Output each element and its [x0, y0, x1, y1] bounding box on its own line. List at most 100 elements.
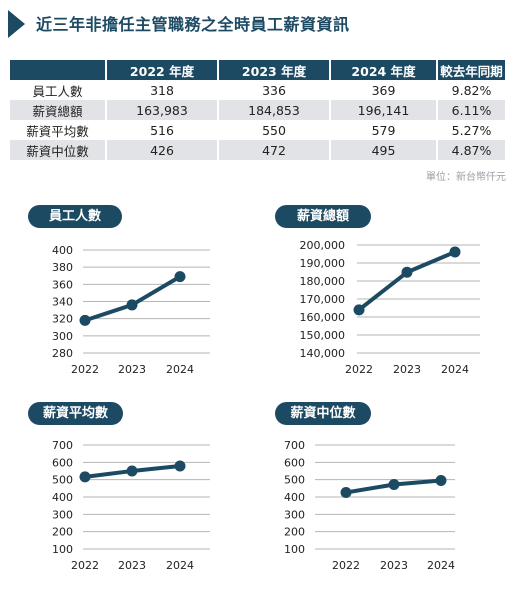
x-tick-label: 2023 — [118, 363, 146, 376]
unit-note: 單位：新台幣仟元 — [426, 172, 506, 183]
column-header: 2023 年度 — [218, 60, 331, 80]
y-tick-label: 340 — [52, 296, 73, 309]
y-tick-label: 700 — [284, 439, 305, 452]
y-tick-label: 100 — [284, 543, 305, 556]
table-cell: 495 — [330, 140, 438, 160]
y-tick-label: 200 — [284, 526, 305, 539]
column-header: 較去年同期 — [437, 60, 505, 80]
data-point — [388, 479, 400, 491]
y-tick-label: 300 — [52, 330, 73, 343]
y-tick-label: 160,000 — [300, 311, 346, 324]
table-cell: 6.11% — [437, 100, 505, 120]
x-tick-label: 2024 — [427, 559, 455, 572]
row-label: 員工人數 — [10, 80, 107, 100]
row-label: 薪資平均數 — [10, 120, 107, 140]
data-point — [340, 486, 352, 498]
table-cell: 369 — [330, 80, 438, 100]
x-tick-label: 2022 — [332, 559, 360, 572]
table-cell: 550 — [218, 120, 331, 140]
table-cell: 5.27% — [451, 122, 492, 138]
row-label: 薪資總額 — [10, 100, 107, 120]
y-tick-label: 400 — [52, 244, 73, 257]
data-point — [401, 266, 413, 278]
page-header: 近三年非擔任主管職務之全時員工薪資資訊 — [8, 8, 508, 44]
y-tick-label: 300 — [52, 508, 73, 521]
chart-salary-median: 薪資中位數 100 200 300 400 500 600 700 2022 2023 2024 — [275, 402, 505, 582]
y-tick-label: 100 — [52, 543, 73, 556]
y-tick-label: 600 — [52, 456, 73, 469]
x-tick-label: 2024 — [441, 363, 469, 376]
x-tick-label: 2023 — [118, 559, 146, 572]
salary-summary-table: 2022 年度 2023 年度 2024 年度 較去年同期 員工人數 318 3… — [10, 60, 505, 160]
line-chart: 280 300 320 340 360 380 400 2022 2023 2024 — [52, 244, 210, 376]
table-cell: 579 — [330, 120, 438, 140]
chart-title: 薪資總額 — [275, 205, 371, 228]
y-tick-label: 320 — [52, 313, 73, 326]
table-cell: 184,853 — [218, 100, 331, 120]
x-tick-label: 2022 — [71, 363, 99, 376]
y-tick-label: 300 — [284, 508, 305, 521]
table-cell: 196,141 — [330, 100, 438, 120]
y-tick-label: 200,000 — [300, 239, 346, 252]
chart-employee-count: 員工人數 280 300 320 340 360 380 400 2022 2023 2024 — [28, 205, 258, 385]
chart-title: 薪資平均數 — [28, 402, 123, 425]
column-header — [10, 60, 107, 80]
y-tick-label: 360 — [52, 278, 73, 291]
y-tick-label: 280 — [52, 347, 73, 360]
y-tick-label: 600 — [284, 456, 305, 469]
y-tick-label: 180,000 — [300, 275, 346, 288]
column-header: 2024 年度 — [330, 60, 438, 80]
chart-title: 薪資中位數 — [275, 402, 371, 425]
table-cell: 516 — [106, 120, 219, 140]
table-cell: 426 — [106, 140, 219, 160]
column-header: 2022 年度 — [106, 60, 219, 80]
x-tick-label: 2023 — [393, 363, 421, 376]
table-cell: 336 — [218, 80, 331, 100]
y-tick-label: 200 — [52, 526, 73, 539]
x-tick-label: 2023 — [380, 559, 408, 572]
x-tick-label: 2022 — [71, 559, 99, 572]
y-tick-label: 140,000 — [300, 347, 346, 360]
y-tick-label: 150,000 — [300, 329, 346, 342]
table-row: 薪資總額 163,983 184,853 196,141 6.11% — [10, 100, 505, 120]
y-tick-label: 190,000 — [300, 257, 346, 270]
table-cell: 318 — [106, 80, 219, 100]
row-label: 薪資中位數 — [10, 140, 107, 160]
page-title: 近三年非擔任主管職務之全時員工薪資資訊 — [36, 15, 350, 34]
table-cell: 4.87% — [437, 140, 505, 160]
data-point — [449, 246, 461, 258]
table-cell: 9.82% — [451, 82, 492, 98]
y-tick-label: 400 — [52, 491, 73, 504]
y-tick-label: 170,000 — [300, 293, 346, 306]
y-tick-label: 700 — [52, 439, 73, 452]
data-point — [79, 314, 91, 326]
table-row: 薪資平均數 516 550 579 5.27% — [10, 120, 505, 140]
table-cell: 163,983 — [106, 100, 219, 120]
chart-salary-total: 薪資總額 140,000 150,000 160,000 170,000 180,000… — [275, 205, 505, 385]
triangle-arrow-icon — [8, 10, 25, 38]
data-point — [174, 271, 186, 283]
x-tick-label: 2024 — [166, 559, 194, 572]
data-point — [174, 460, 186, 472]
x-tick-label: 2022 — [345, 363, 373, 376]
table-row: 薪資中位數 426 472 495 4.87% — [10, 140, 505, 160]
line-chart: 140,000 150,000 160,000 170,000 180,000 190,0… — [300, 239, 480, 376]
line-chart: 100 200 300 400 500 600 700 2022 2023 2024 — [284, 439, 455, 572]
y-tick-label: 500 — [52, 474, 73, 487]
series-line — [84, 274, 182, 323]
data-point — [79, 471, 91, 483]
table-row: 員工人數 318 336 369 9.82% — [10, 80, 505, 100]
chart-salary-average: 薪資平均數 100 200 300 400 500 600 700 2022 2023 2024 — [28, 402, 258, 582]
data-point — [353, 304, 365, 316]
table-header-row: 2022 年度 2023 年度 2024 年度 較去年同期 — [10, 60, 505, 80]
y-tick-label: 380 — [52, 261, 73, 274]
y-tick-label: 500 — [284, 474, 305, 487]
table-cell: 472 — [218, 140, 331, 160]
x-tick-label: 2024 — [166, 363, 194, 376]
line-chart: 100 200 300 400 500 600 700 2022 2023 2024 — [52, 439, 210, 572]
data-point — [126, 465, 138, 477]
data-point — [435, 475, 447, 487]
data-point — [126, 299, 138, 311]
y-tick-label: 400 — [284, 491, 305, 504]
chart-title: 員工人數 — [28, 205, 122, 228]
